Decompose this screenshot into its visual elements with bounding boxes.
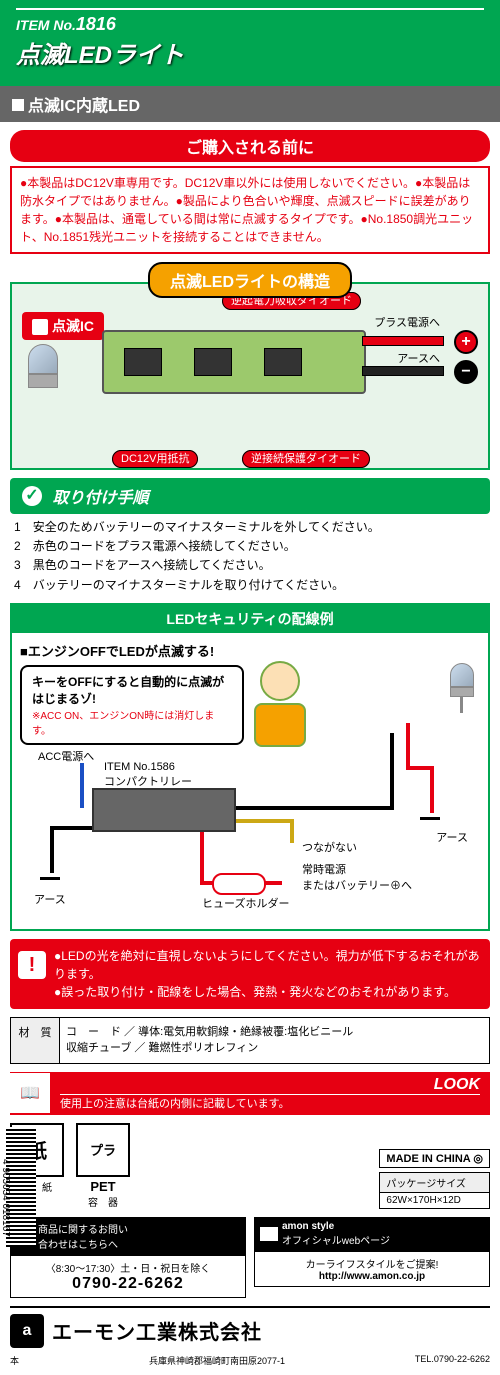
wire-red <box>362 336 444 346</box>
purchase-banner: ご購入される前に <box>10 130 490 162</box>
ic-label: 点滅IC <box>22 312 104 340</box>
led2-icon <box>450 663 472 713</box>
earth-label-2: アース <box>436 829 468 845</box>
company-row: a エーモン工業株式会社 <box>10 1306 490 1354</box>
speech-bubble: キーをOFFにすると自動的に点滅がはじまるゾ! ※ACC ON、エンジンON時に… <box>20 665 244 745</box>
character-icon <box>250 661 310 741</box>
footer-row: 紙 台 紙 プラ PET 容 器 MADE IN CHINA ◎ パッケージサイ… <box>10 1123 490 1209</box>
wiring-title: LEDセキュリティの配線例 <box>12 605 488 633</box>
plus-terminal-icon: + <box>454 330 478 354</box>
battery-label: 常時電源 またはバッテリー⊕へ <box>302 861 412 893</box>
wire-black <box>362 366 444 376</box>
structure-title: 点滅LEDライトの構造 <box>148 262 352 298</box>
structure-section: 点滅LEDライトの構造 点滅IC 逆起電力吸収ダイオード DC12V用抵抗 逆接… <box>10 262 490 470</box>
minus-label: アースへ <box>397 350 440 366</box>
look-text: 使用上の注意は台紙の内側に記載しています。 <box>60 1095 480 1111</box>
step-1: 1 安全のためバッテリーのマイナスターミナルを外してください。 <box>14 518 486 537</box>
gnd2 <box>420 815 440 820</box>
purchase-notes: ●本製品はDC12V車専用です。DC12V車以外には使用しないでください。●本製… <box>10 166 490 254</box>
header: ITEM No.1816 点滅LEDライト <box>0 0 500 86</box>
pc-icon <box>260 1227 278 1241</box>
product-name: 点滅LEDライト <box>16 35 484 70</box>
steps-header: ✓ 取り付け手順 <box>10 478 490 514</box>
subtitle-bar: 点滅IC内蔵LED <box>0 86 500 122</box>
look-bar: 📖 LOOK 使用上の注意は台紙の内側に記載しています。 <box>10 1072 490 1115</box>
led-bulb-icon <box>28 344 56 384</box>
recycle-pla: プラ PET 容 器 <box>76 1123 130 1209</box>
material-body: コ ー ド ／ 導体:電気用軟銅線・絶縁被覆:塩化ビニール 収縮チューブ ／ 難… <box>60 1018 489 1063</box>
wrench-icon: ✓ <box>22 486 42 506</box>
look-icon: 📖 <box>10 1073 50 1113</box>
relay-icon <box>92 788 236 832</box>
diode2-label: 逆接続保護ダイオード <box>242 450 370 466</box>
relay-label: ITEM No.1586 コンパクトリレー <box>104 761 192 789</box>
step-3: 3 黒色のコードをアースへ接続してください。 <box>14 556 486 575</box>
item-number: ITEM No.1816 <box>16 14 484 35</box>
material-header: 材 質 <box>11 1018 60 1063</box>
company-logo-icon: a <box>10 1314 44 1348</box>
package-size: パッケージサイズ 62W×170H×12D <box>379 1172 490 1209</box>
contact-phone: 商品に関するお問い合わせはこちらへ 〈8:30～17:30〉土・日・祝日を除く … <box>10 1217 246 1298</box>
wiring-subtitle: ■エンジンOFFでLEDが点滅する! <box>20 641 480 660</box>
steps-list: 1 安全のためバッテリーのマイナスターミナルを外してください。 2 赤色のコード… <box>14 518 486 595</box>
barcode-number: 4 905034 018167 <box>0 1159 11 1237</box>
structure-diagram: 点滅IC 逆起電力吸収ダイオード DC12V用抵抗 逆接続保護ダイオード プラス… <box>10 282 490 470</box>
gnd1 <box>40 875 60 880</box>
made-in: MADE IN CHINA ◎ <box>379 1149 490 1168</box>
fuse-icon <box>212 873 266 895</box>
resistor-label: DC12V用抵抗 <box>112 450 198 466</box>
warning-2: ●誤った取り付け・配線をした場合、発熱・発火などのおそれがあります。 <box>54 983 480 1001</box>
plus-label: プラス電源へ <box>374 314 440 330</box>
no-connect-label: つながない <box>302 839 357 855</box>
wiring-diagram: ■エンジンOFFでLEDが点滅する! キーをOFFにすると自動的に点滅がはじまる… <box>12 633 488 929</box>
wiring-section: LEDセキュリティの配線例 ■エンジンOFFでLEDが点滅する! キーをOFFに… <box>10 603 490 931</box>
company-name: エーモン工業株式会社 <box>52 1316 262 1345</box>
warning-1: ●LEDの光を絶対に直視しないようにしてください。視力が低下するおそれがあります… <box>54 947 480 983</box>
material-table: 材 質 コ ー ド ／ 導体:電気用軟銅線・絶縁被覆:塩化ビニール 収縮チューブ… <box>10 1017 490 1064</box>
warning-box: ! ●LEDの光を絶対に直視しないようにしてください。視力が低下するおそれがあり… <box>10 939 490 1009</box>
look-title: LOOK <box>60 1076 480 1095</box>
step-4: 4 バッテリーのマイナスターミナルを取り付けてください。 <box>14 576 486 595</box>
acc-label: ACC電源へ <box>38 748 94 764</box>
contact-web: amon styleオフィシャルwebページ カーライフスタイルをご提案! ht… <box>254 1217 490 1298</box>
contact-row: 商品に関するお問い合わせはこちらへ 〈8:30～17:30〉土・日・祝日を除く … <box>10 1217 490 1298</box>
warning-icon: ! <box>18 951 46 979</box>
fuse-label: ヒューズホルダー <box>202 895 289 911</box>
company-address: 本 兵庫県神崎郡福崎町南田原2077-1 TEL.0790-22-6262 <box>10 1354 490 1367</box>
earth-label-1: アース <box>34 891 66 907</box>
pcb-icon <box>102 330 366 394</box>
minus-terminal-icon: − <box>454 360 478 384</box>
step-2: 2 赤色のコードをプラス電源へ接続してください。 <box>14 537 486 556</box>
